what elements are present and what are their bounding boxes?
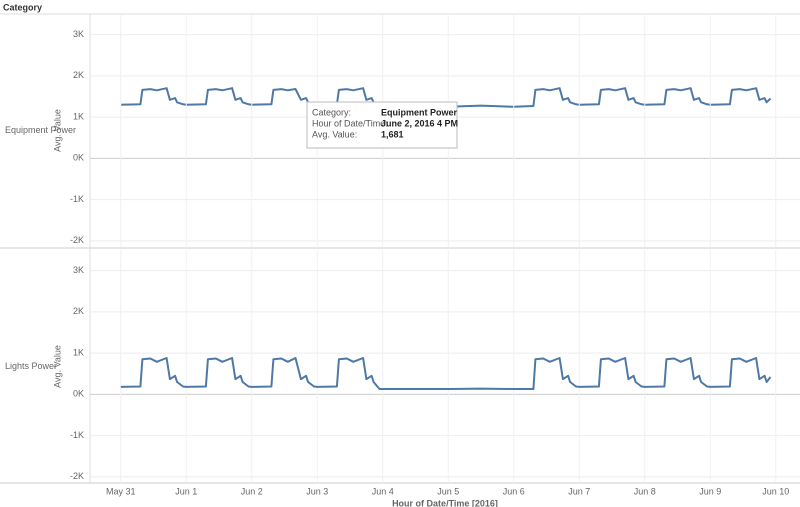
y-tick-label: 0K	[73, 153, 84, 163]
row-label: Equipment Power	[5, 125, 76, 135]
x-tick-label: Jun 3	[306, 486, 328, 496]
y-tick-label: 3K	[73, 265, 84, 275]
header: Category	[3, 2, 42, 12]
tooltip-box	[306, 101, 458, 149]
x-tick-label: Jun 6	[503, 486, 525, 496]
y-tick-label: -2K	[70, 235, 84, 245]
y-axis-title: Avg. Value	[52, 345, 62, 388]
x-tick-label: Jun 5	[437, 486, 459, 496]
x-tick-label: Jun 8	[634, 486, 656, 496]
line	[120, 357, 772, 390]
x-tick-label: Jun 1	[175, 486, 197, 496]
y-tick-label: 3K	[73, 29, 84, 39]
tooltip-value: 1,681	[381, 129, 404, 139]
y-tick-label: 0K	[73, 389, 84, 399]
tooltip-key: Avg. Value:	[312, 129, 357, 139]
tooltip: Category: Equipment Power Hour of Date/T…	[306, 101, 458, 149]
y-tick-label: 1K	[73, 347, 84, 357]
tooltip-key: Category:	[312, 107, 351, 117]
row-label: Lights Power	[5, 361, 57, 371]
x-tick-label: Jun 10	[762, 486, 789, 496]
x-axis-title: Hour of Date/Time [2016]	[392, 498, 498, 507]
x-tick-label: Jun 9	[699, 486, 721, 496]
y-axis-title: Avg. Value	[52, 109, 62, 152]
y-tick-label: -1K	[70, 194, 84, 204]
tooltip-value: Equipment Power	[381, 107, 458, 117]
y-tick-label: 2K	[73, 306, 84, 316]
y-tick-label: -1K	[70, 430, 84, 440]
tooltip-key: Hour of Date/Time:	[312, 118, 388, 128]
x-tick-label: May 31	[106, 486, 136, 496]
y-tick-label: 1K	[73, 111, 84, 121]
x-tick-label: Jun 4	[372, 486, 394, 496]
y-tick-label: 2K	[73, 70, 84, 80]
x-tick-label: Jun 7	[568, 486, 590, 496]
x-tick-label: Jun 2	[241, 486, 263, 496]
tooltip-value: June 2, 2016 4 PM	[381, 118, 458, 128]
y-tick-label: -2K	[70, 471, 84, 481]
